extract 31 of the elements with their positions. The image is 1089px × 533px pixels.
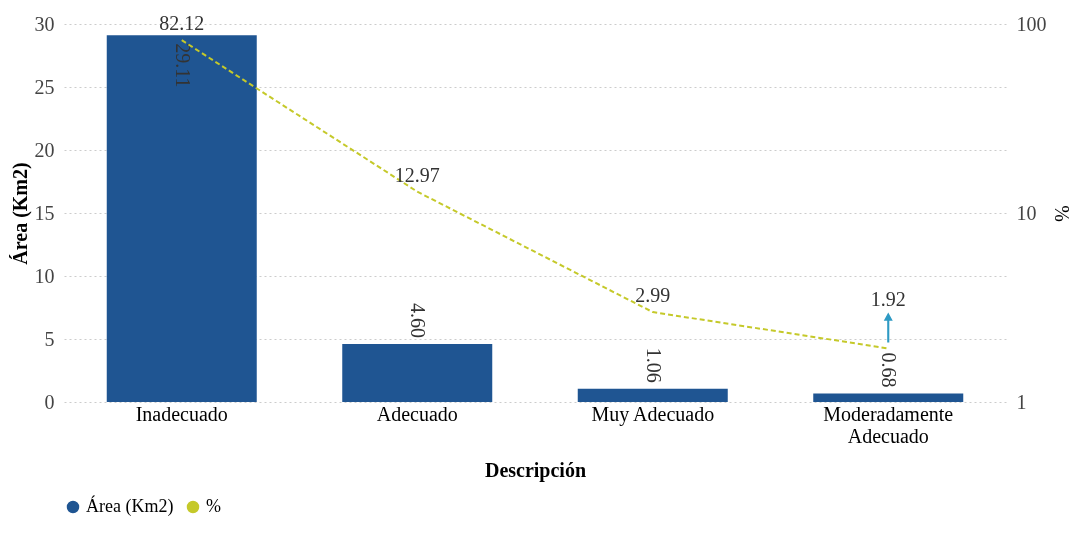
y2-tick-label: 1: [1016, 390, 1027, 413]
x-tick-label: Muy Adecuado: [591, 402, 715, 426]
legend-label: %: [206, 496, 221, 516]
y-axis-title: Área (Km2): [8, 162, 32, 265]
y-tick-label: 30: [34, 12, 55, 35]
bar: [342, 344, 493, 402]
x-tick-label: Moderadamente Adecuado: [823, 402, 954, 447]
y-tick-label: 25: [34, 75, 55, 98]
y2-axis-title: %: [1050, 205, 1073, 222]
data-label: 4.60: [407, 303, 430, 339]
x-axis-title: Descripción: [484, 458, 587, 482]
y2-tick-label: 100: [1016, 12, 1047, 35]
data-label: 2.99: [635, 284, 671, 307]
y-tick-label: 15: [34, 201, 55, 224]
bar: [106, 35, 257, 402]
data-label: 0.68: [878, 352, 901, 388]
bar: [577, 388, 728, 402]
y-tick-label: 0: [44, 390, 55, 413]
y-tick-label: 5: [44, 327, 55, 350]
data-label: 1.06: [642, 347, 665, 383]
data-label: 1.92: [870, 288, 906, 311]
y-tick-label: 20: [34, 138, 55, 161]
x-tick-label: Inadecuado: [135, 402, 228, 425]
data-label: 12.97: [394, 163, 440, 186]
legend-label: Área (Km2): [86, 495, 174, 517]
y2-tick-label: 10: [1016, 201, 1037, 224]
y-tick-label: 10: [34, 264, 55, 287]
bar: [813, 393, 964, 402]
x-tick-label: Adecuado: [376, 402, 458, 425]
data-label: 29.11: [171, 43, 194, 88]
data-label: 82.12: [159, 12, 205, 35]
